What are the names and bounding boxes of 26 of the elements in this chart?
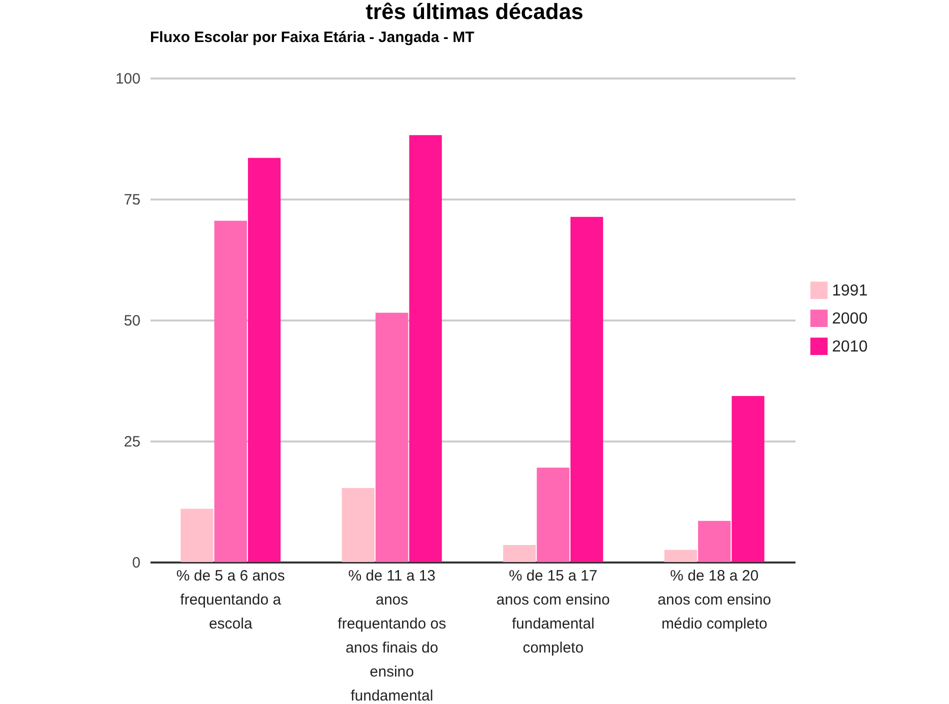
legend-label: 2010 (832, 338, 868, 356)
text: três últimas décadas (364, 0, 584, 24)
bar (698, 520, 731, 562)
y-tick-label: 100 (115, 70, 140, 88)
bar (503, 545, 536, 562)
bar (732, 396, 764, 562)
bar (342, 488, 375, 562)
legend-label: 2000 (832, 310, 868, 328)
bar (376, 312, 408, 562)
bar (180, 508, 214, 562)
x-tick-label: % de 15 a 17 anos com ensino fundamental completo (496, 568, 610, 656)
x-tick-label: % de 18 a 20 anos com ensino médio completo (658, 568, 772, 632)
legend-label: 1991 (832, 282, 868, 300)
y-tick-label: 25 (124, 434, 140, 450)
chart-title: Fluxo Escolar por Faixa Etária - Jangada - MT (150, 29, 474, 46)
x-tick-label: % de 5 a 6 anos frequentando a escola (176, 568, 285, 632)
bar (248, 158, 281, 562)
y-tick-label: 75 (124, 192, 140, 208)
bar (664, 550, 698, 562)
bar (570, 216, 604, 562)
bar (536, 468, 570, 562)
y-tick-label: 50 (124, 312, 140, 330)
y-tick-label: 0 (132, 554, 140, 572)
bar (409, 135, 442, 562)
x-tick-label: % de 11 a 13 anos frequentando os anos finais do ensino fundamental (338, 568, 446, 704)
bar (214, 220, 247, 562)
